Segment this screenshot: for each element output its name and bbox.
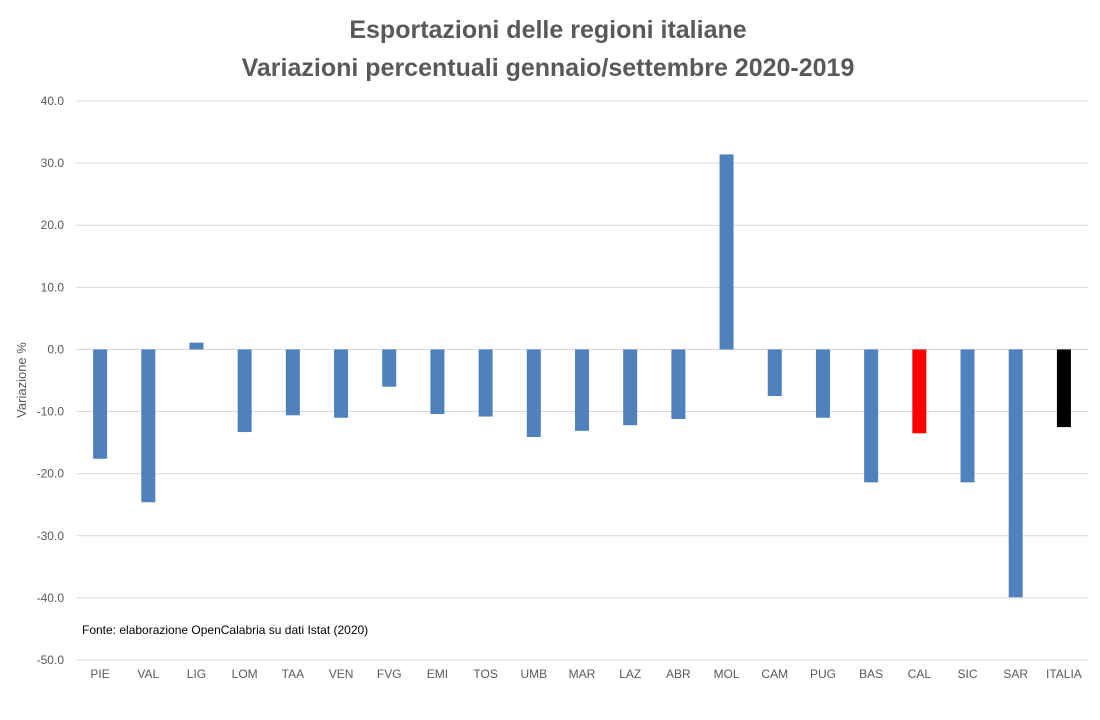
y-tick-label: 40.0 (41, 94, 65, 108)
bar-val (141, 349, 156, 503)
x-tick-label-mar: MAR (569, 667, 596, 681)
x-tick-label-cam: CAM (761, 667, 788, 681)
bar-sic (960, 349, 975, 483)
bar-ven (334, 349, 349, 418)
bar-cam (767, 349, 782, 397)
y-tick-label: -10.0 (37, 405, 65, 419)
y-tick-label: -20.0 (37, 467, 65, 481)
bar-mar (575, 349, 589, 431)
x-tick-label-fvg: FVG (377, 667, 402, 681)
x-tick-label-bas: BAS (859, 667, 883, 681)
chart-title-line-2: Variazioni percentuali gennaio/settembre… (242, 54, 855, 82)
x-tick-label-cal: CAL (908, 667, 932, 681)
bar-cal (912, 349, 927, 434)
x-tick-label-pie: PIE (90, 667, 109, 681)
x-tick-label-sic: SIC (958, 667, 978, 681)
x-tick-label-ven: VEN (329, 667, 354, 681)
x-tick-label-lig: LIG (187, 667, 206, 681)
bar-umb (526, 349, 541, 438)
y-axis-title: Variazione % (14, 342, 29, 418)
y-axis-tick-labels: 40.0 30.0 20.0 10.0 0.0 -10.0 -20.0 -30.0 -40.0 -… (37, 94, 65, 667)
x-tick-label-emi: EMI (427, 667, 448, 681)
bar-mol (719, 154, 734, 350)
bar-tos (478, 349, 493, 417)
y-tick-label: 0.0 (47, 342, 64, 356)
bar-sar (1008, 349, 1023, 598)
bar-abr (671, 349, 686, 420)
bar-pug (815, 349, 830, 418)
y-tick-label: -30.0 (37, 529, 65, 543)
y-tick-label: 30.0 (41, 156, 65, 170)
bar-pie (93, 349, 108, 459)
x-tick-label-mol: MOL (714, 667, 740, 681)
bar-bas (864, 349, 879, 483)
x-tick-label-umb: UMB (520, 667, 547, 681)
x-axis-tick-labels: PIE VAL LIG LOM TAA VEN FVG EMI TOS UMB MAR LAZ ABR M… (90, 667, 1081, 681)
y-tick-label: -50.0 (37, 653, 65, 667)
bar-emi (430, 349, 445, 415)
x-tick-label-tos: TOS (473, 667, 497, 681)
y-tick-label: 10.0 (41, 280, 65, 294)
bar-italia (1056, 349, 1071, 428)
x-tick-label-pug: PUG (810, 667, 836, 681)
bar-lig (189, 342, 204, 350)
x-tick-label-laz: LAZ (619, 667, 641, 681)
bar-lom (237, 349, 252, 433)
bar-fvg (382, 349, 397, 387)
x-tick-label-taa: TAA (282, 667, 304, 681)
y-tick-label: -40.0 (37, 591, 65, 605)
x-tick-label-sar: SAR (1003, 667, 1028, 681)
source-annotation: Fonte: elaborazione OpenCalabria su dati… (82, 623, 368, 637)
bar-laz (623, 349, 638, 426)
bars (93, 154, 1071, 598)
bar-taa (285, 349, 300, 416)
x-tick-label-val: VAL (137, 667, 159, 681)
x-tick-label-abr: ABR (666, 667, 691, 681)
y-tick-label: 20.0 (41, 218, 65, 232)
x-tick-label-italia: ITALIA (1046, 667, 1082, 681)
x-tick-label-lom: LOM (232, 667, 258, 681)
chart-title-line-1: Esportazioni delle regioni italiane (349, 16, 746, 44)
